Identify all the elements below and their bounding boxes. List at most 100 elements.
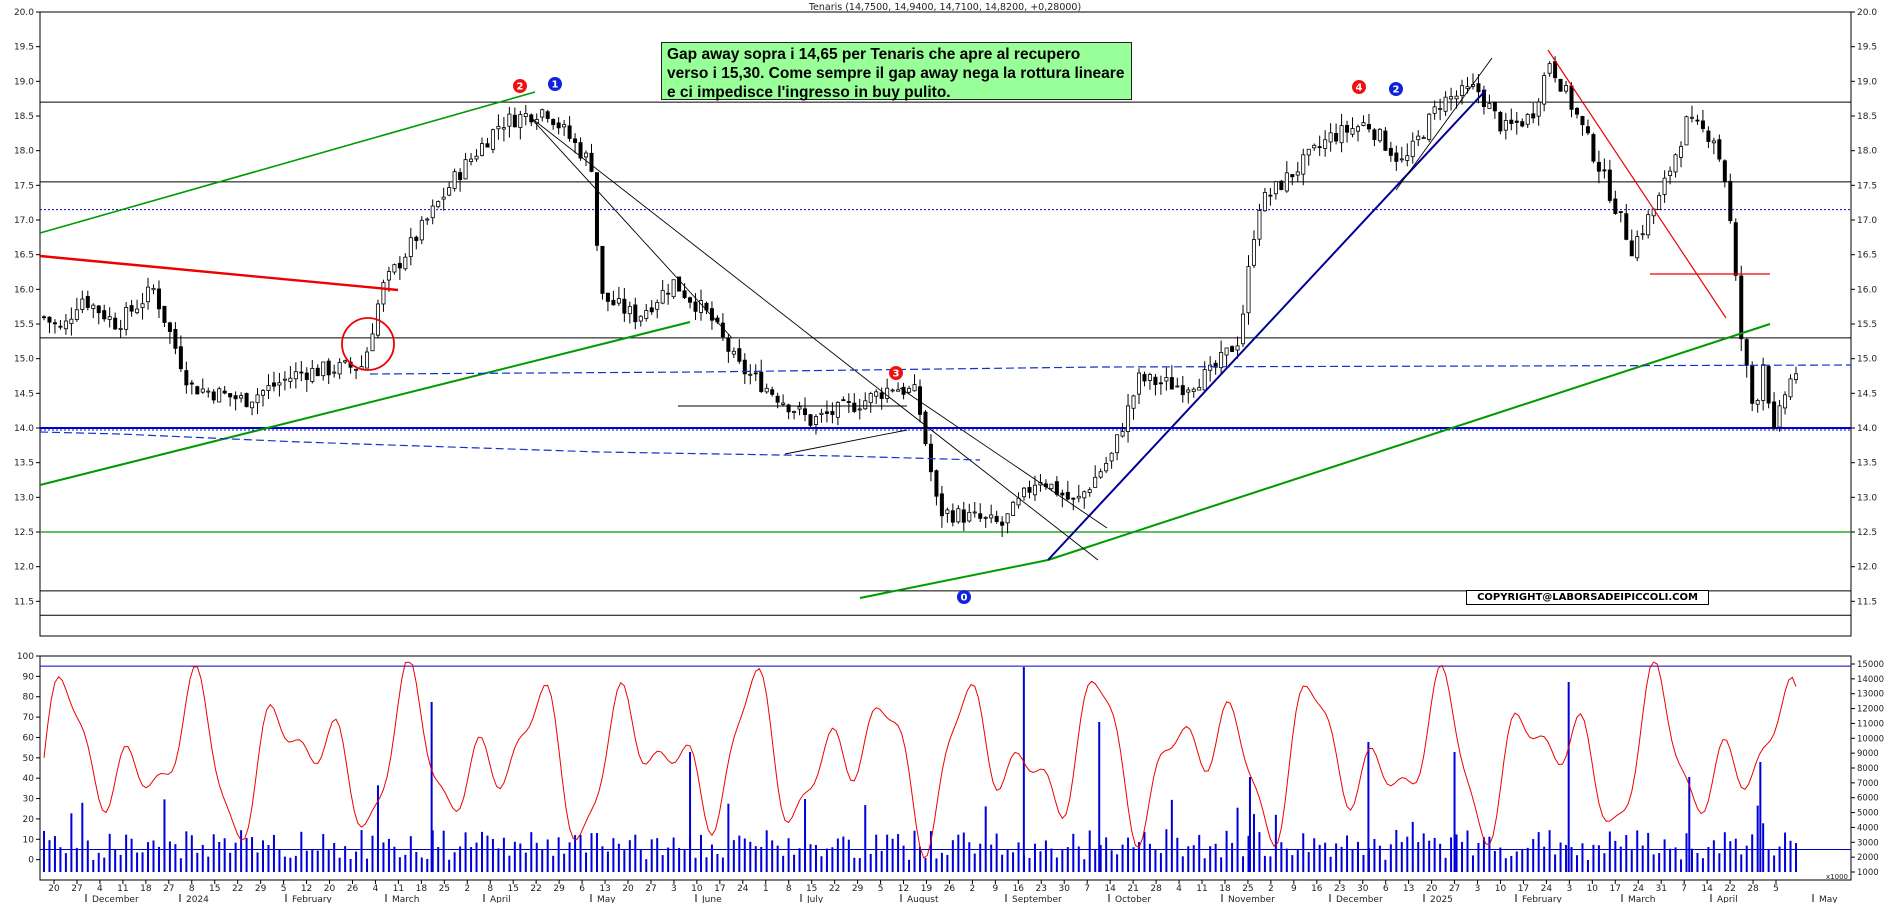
candle-body bbox=[58, 325, 63, 328]
volume-bar bbox=[782, 855, 785, 872]
volume-bar bbox=[1762, 823, 1765, 872]
candle-body bbox=[1454, 95, 1459, 100]
candle bbox=[1268, 187, 1273, 206]
candle bbox=[704, 301, 709, 315]
candle-body bbox=[485, 143, 490, 148]
x-tick-label: 5 bbox=[1773, 884, 1779, 894]
candle-body bbox=[1591, 134, 1596, 162]
x-tick-label: 22 bbox=[232, 884, 243, 894]
volume-bar bbox=[426, 858, 429, 872]
candle bbox=[731, 347, 736, 359]
x-tick-label: 7 bbox=[1681, 884, 1687, 894]
volume-tick-label: 2000 bbox=[1857, 853, 1879, 863]
volume-bar bbox=[831, 847, 834, 872]
candle bbox=[868, 391, 873, 413]
volume-bar bbox=[617, 843, 620, 872]
y-tick-label: 13.5 bbox=[1857, 459, 1877, 469]
candle bbox=[447, 182, 452, 197]
osc-tick-label: 100 bbox=[17, 652, 34, 662]
candle bbox=[644, 303, 649, 322]
volume-bar bbox=[114, 848, 117, 872]
month-label: 2024 bbox=[186, 895, 209, 903]
candle bbox=[950, 503, 955, 527]
candle-body bbox=[266, 385, 271, 391]
candle-body bbox=[781, 402, 786, 405]
candle bbox=[792, 410, 797, 420]
candle-body bbox=[644, 310, 649, 319]
candle bbox=[1301, 148, 1306, 186]
candle-body bbox=[967, 511, 972, 522]
volume-bar bbox=[902, 845, 905, 872]
candle-body bbox=[195, 386, 200, 395]
candle bbox=[458, 168, 463, 192]
candle-body bbox=[370, 333, 375, 352]
x-tick-label: 16 bbox=[1311, 884, 1323, 894]
candle bbox=[1498, 110, 1503, 135]
candle bbox=[677, 276, 682, 292]
candle-body bbox=[1498, 112, 1503, 132]
candle-body bbox=[759, 371, 764, 392]
candle-body bbox=[1657, 195, 1662, 210]
candle bbox=[742, 353, 747, 384]
candle bbox=[1405, 143, 1410, 167]
candle-body bbox=[819, 412, 824, 415]
volume-bar bbox=[984, 806, 987, 872]
candle bbox=[1525, 113, 1530, 128]
volume-bar bbox=[491, 839, 494, 872]
volume-bar bbox=[1138, 842, 1140, 872]
candle-body bbox=[978, 513, 983, 519]
candle bbox=[124, 301, 129, 336]
y-tick-label: 19.0 bbox=[1857, 77, 1877, 87]
candle-body bbox=[1525, 114, 1530, 125]
candle-body bbox=[551, 119, 556, 126]
candle bbox=[1438, 98, 1443, 121]
candle bbox=[660, 279, 665, 305]
highlight-circle bbox=[341, 317, 395, 371]
candle bbox=[824, 400, 829, 423]
volume-bar bbox=[535, 842, 538, 872]
x-tick-label: 12 bbox=[301, 884, 312, 894]
volume-bar bbox=[486, 835, 489, 872]
volume-bar bbox=[1269, 856, 1272, 872]
marker-label: 2 bbox=[1393, 85, 1400, 96]
volume-bar bbox=[267, 845, 270, 872]
candle-body bbox=[1706, 130, 1711, 142]
candle-body bbox=[354, 368, 359, 371]
candle-body bbox=[1230, 346, 1235, 352]
candle bbox=[753, 364, 758, 382]
volume-bar bbox=[1532, 839, 1535, 872]
candle-body bbox=[1750, 365, 1755, 404]
candle bbox=[1602, 158, 1607, 179]
x-tick-label: 11 bbox=[1196, 884, 1207, 894]
candle-body bbox=[1684, 116, 1689, 146]
volume-bar bbox=[1608, 831, 1611, 872]
volume-bar bbox=[513, 841, 516, 872]
candle bbox=[978, 503, 983, 523]
month-label: April bbox=[1717, 895, 1738, 903]
candle-body bbox=[162, 305, 167, 323]
y-tick-label: 15.5 bbox=[14, 320, 34, 330]
candle bbox=[699, 289, 704, 321]
volume-bar bbox=[716, 853, 719, 872]
candle-body bbox=[156, 288, 161, 310]
candle-body bbox=[775, 395, 780, 403]
volume-bar bbox=[1012, 852, 1015, 872]
candle bbox=[1290, 174, 1295, 186]
candle-body bbox=[567, 125, 572, 139]
candle bbox=[1416, 130, 1421, 147]
volume-tick-label: 7000 bbox=[1857, 779, 1879, 789]
y-tick-label: 17.5 bbox=[14, 181, 34, 191]
candle bbox=[403, 253, 408, 271]
candle-body bbox=[332, 371, 337, 374]
candle bbox=[211, 389, 216, 404]
volume-bar bbox=[628, 840, 631, 872]
volume-tick-label: 4000 bbox=[1857, 823, 1879, 833]
candle-body bbox=[293, 371, 298, 380]
candle-body bbox=[890, 389, 895, 392]
volume-bar bbox=[136, 852, 139, 872]
candle-body bbox=[1410, 140, 1415, 158]
candle-body bbox=[1613, 198, 1618, 214]
candle bbox=[1492, 101, 1497, 119]
candle-body bbox=[649, 307, 654, 313]
x-tick-label: 20 bbox=[48, 884, 60, 894]
